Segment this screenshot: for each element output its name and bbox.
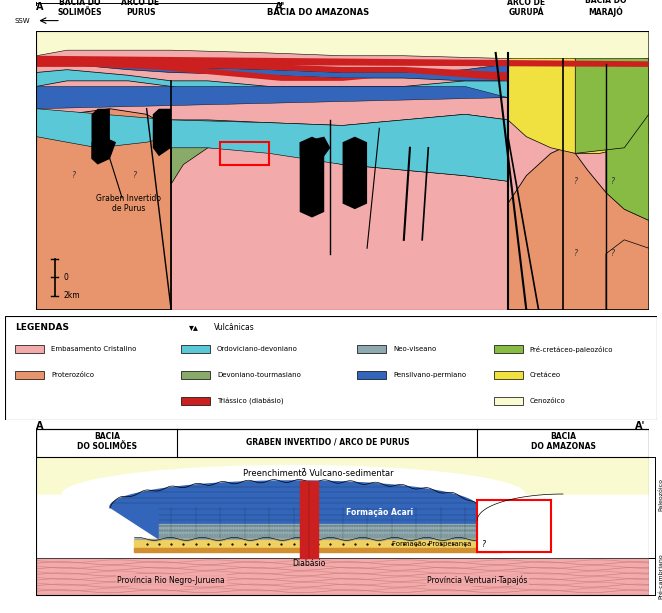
Text: ?: ? [481, 540, 485, 549]
Text: Província Rio Negro-Juruena: Província Rio Negro-Juruena [117, 576, 225, 585]
Text: ?: ? [573, 249, 577, 258]
Polygon shape [171, 137, 508, 184]
Polygon shape [36, 31, 649, 59]
Text: BACIA DO
SOLIMÕES: BACIA DO SOLIMÕES [57, 0, 101, 17]
Text: 0: 0 [64, 273, 69, 282]
Text: Graben Invertido
de Purus: Graben Invertido de Purus [96, 194, 161, 213]
Text: A': A' [636, 421, 645, 431]
Polygon shape [508, 148, 649, 310]
Text: ?: ? [610, 249, 614, 258]
Polygon shape [171, 114, 508, 184]
Text: ?: ? [71, 171, 75, 180]
Polygon shape [300, 137, 324, 218]
Polygon shape [91, 137, 116, 159]
Bar [36, 428, 649, 457]
Text: ARCO DE
GURUPÁ: ARCO DE GURUPÁ [507, 0, 545, 17]
Text: Cenozóico: Cenozóico [530, 398, 565, 404]
Text: SSW: SSW [15, 18, 30, 23]
Bar [477, 500, 551, 552]
Bar [181, 397, 211, 405]
Text: $\blacktriangledown\blacktriangle$: $\blacktriangledown\blacktriangle$ [188, 323, 199, 333]
Polygon shape [606, 240, 649, 310]
Polygon shape [343, 137, 367, 209]
Polygon shape [575, 53, 649, 153]
Polygon shape [300, 481, 318, 558]
Polygon shape [134, 548, 502, 552]
Text: Paleozóico: Paleozóico [658, 478, 662, 511]
Text: Província Ventuari-Tapajós: Província Ventuari-Tapajós [427, 575, 528, 585]
Polygon shape [36, 61, 373, 81]
Polygon shape [91, 109, 110, 164]
Text: Diabásio: Diabásio [292, 560, 326, 568]
Polygon shape [508, 53, 649, 153]
Text: ?: ? [132, 171, 136, 180]
Text: A: A [36, 421, 44, 431]
Bar [15, 371, 44, 379]
Bar [36, 457, 649, 595]
Bar [494, 345, 523, 353]
Polygon shape [36, 109, 171, 310]
Text: A: A [36, 2, 44, 12]
Text: Preenchimento Vulcano-sedimentar: Preenchimento Vulcano-sedimentar [243, 469, 393, 478]
Text: Embasamento Cristalino: Embasamento Cristalino [51, 346, 136, 352]
Text: BACIA DO AMAZONAS: BACIA DO AMAZONAS [267, 8, 369, 17]
Text: ?: ? [573, 177, 577, 186]
Text: Pré-cretáceo-paleozóico: Pré-cretáceo-paleozóico [530, 346, 613, 352]
Bar [36, 428, 649, 595]
Text: ?: ? [301, 468, 305, 477]
Text: Pensilvano-permiano: Pensilvano-permiano [393, 372, 466, 378]
Polygon shape [36, 59, 508, 86]
Text: Neo-viseano: Neo-viseano [393, 346, 436, 352]
Text: A': A' [275, 2, 285, 12]
Bar [494, 371, 523, 379]
Text: Ordoviciano-devoniano: Ordoviciano-devoniano [217, 346, 298, 352]
Polygon shape [159, 524, 477, 539]
Text: Proterozóico: Proterozóico [51, 372, 94, 378]
Polygon shape [36, 109, 171, 148]
Polygon shape [134, 539, 502, 548]
Polygon shape [153, 109, 171, 156]
Bar [36, 558, 649, 595]
Text: NNE: NNE [661, 18, 662, 23]
Bar [181, 345, 211, 353]
Bar [494, 397, 523, 405]
Bar [357, 371, 387, 379]
Text: BACIA
DO AMAZONAS: BACIA DO AMAZONAS [531, 432, 595, 451]
Polygon shape [36, 86, 508, 109]
Bar [357, 345, 387, 353]
Text: ?: ? [610, 177, 614, 186]
Text: Vulcânicas: Vulcânicas [214, 323, 254, 332]
Bar [15, 345, 44, 353]
Polygon shape [300, 137, 330, 156]
Text: BACIA
DO SOLIMÕES: BACIA DO SOLIMÕES [77, 432, 137, 451]
Bar [220, 142, 269, 164]
Polygon shape [36, 59, 508, 81]
Text: Formação Acari: Formação Acari [346, 508, 413, 517]
Text: LEGENDAS: LEGENDAS [15, 323, 69, 332]
Text: Devoniano-tourmasiano: Devoniano-tourmasiano [217, 372, 301, 378]
Text: GRABEN INVERTIDO / ARCO DE PURUS: GRABEN INVERTIDO / ARCO DE PURUS [246, 437, 409, 446]
Polygon shape [110, 481, 477, 539]
Text: ARCO DE
PURUS: ARCO DE PURUS [121, 0, 160, 17]
Text: Formação Prosperança: Formação Prosperança [392, 541, 471, 547]
Text: Pré-cambriano: Pré-cambriano [658, 554, 662, 599]
Bar [181, 371, 211, 379]
Polygon shape [171, 114, 508, 148]
Text: 2km: 2km [64, 291, 81, 300]
Polygon shape [36, 457, 649, 494]
Polygon shape [36, 70, 508, 109]
Polygon shape [606, 53, 649, 220]
Text: Cretáceo: Cretáceo [530, 372, 561, 378]
Text: Triássico (diabásio): Triássico (diabásio) [217, 398, 283, 405]
Polygon shape [36, 56, 649, 67]
Text: BACIA DO
MARAJÓ: BACIA DO MARAJÓ [585, 0, 627, 17]
